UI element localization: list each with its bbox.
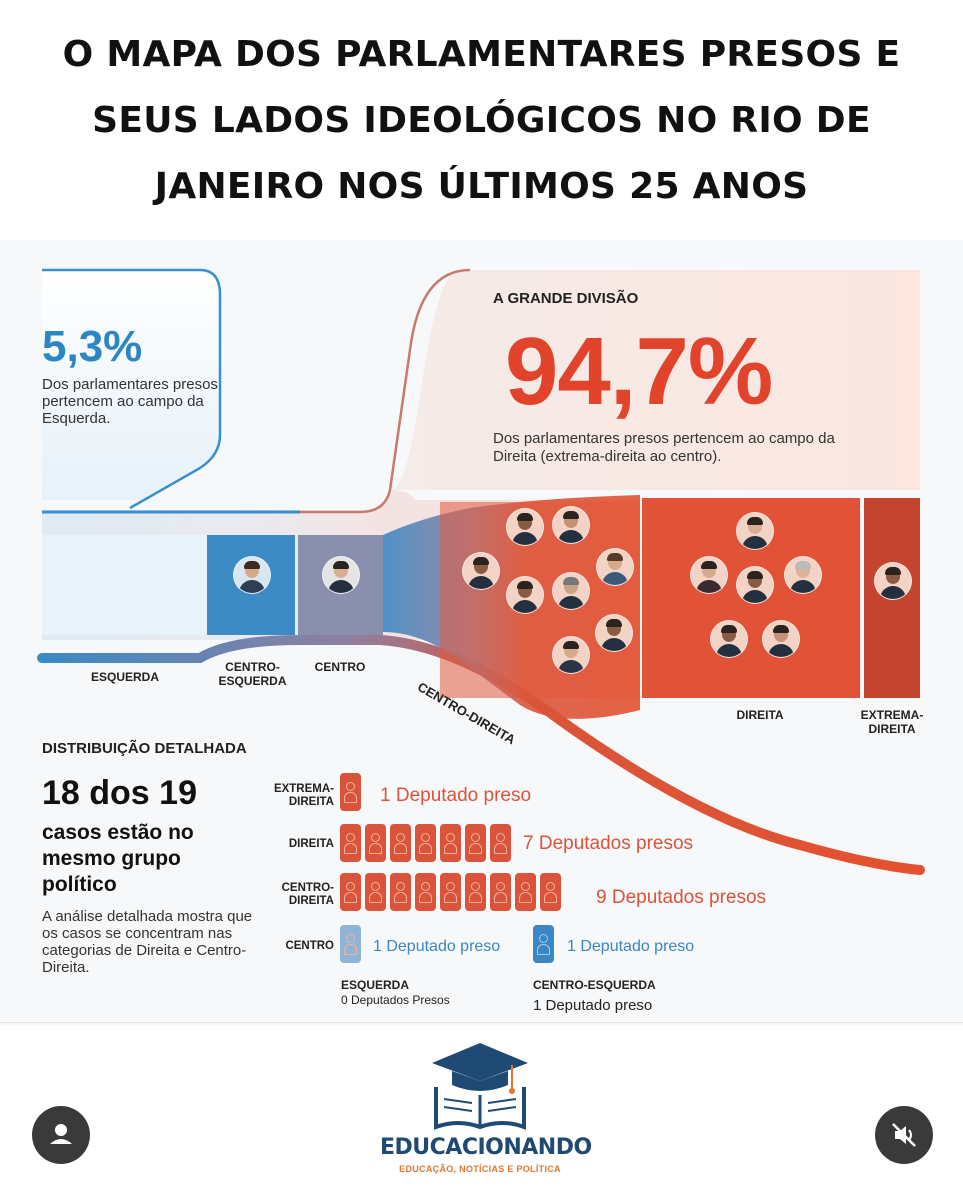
- title-line-1: O MAPA DOS PARLAMENTARES PRESOS E: [62, 34, 901, 75]
- avatar-centro-direita-6: [552, 572, 590, 610]
- avatar-centro-direita-4: [596, 548, 634, 586]
- distribution-description: A análise detalhada mostra que os casos …: [42, 908, 253, 976]
- label-extrema-direita: EXTREMA- DIREITA: [852, 708, 932, 736]
- label-extrema-direita-1: EXTREMA-: [860, 708, 924, 722]
- avatar-direita-2: [690, 556, 728, 594]
- speaker-muted-icon: [892, 1123, 916, 1147]
- right-panel-bg: [390, 270, 920, 490]
- row-icons-direita: [340, 824, 540, 864]
- label-centro-esquerda: CENTRO- ESQUERDA: [210, 660, 295, 688]
- mute-button[interactable]: [875, 1106, 933, 1164]
- deputy-icon: [415, 873, 436, 911]
- deputy-icon: [440, 873, 461, 911]
- brand-logo: EDUCACIONANDO EDUCAÇÃO, NOTÍCIAS E POLÍT…: [380, 1035, 592, 1185]
- row-label-1b: DIREITA: [288, 796, 334, 808]
- centro-esquerda-sub-label: CENTRO-ESQUERDA: [533, 978, 656, 992]
- deputy-icon: [465, 873, 486, 911]
- esquerda-box: [42, 535, 207, 635]
- row-label-direita: DIREITA: [288, 838, 334, 850]
- distribution-subheadline: casos estão no mesmo grupo político: [42, 821, 194, 896]
- centro-esquerda-sub-count: 1 Deputado preso: [533, 997, 653, 1014]
- left-callout-line: [42, 268, 222, 510]
- deputy-icon: [465, 824, 486, 862]
- avatar-direita-6: [762, 620, 800, 658]
- right-description: Dos parlamentares presos pertencem ao ca…: [493, 430, 835, 465]
- esquerda-sub-count: 0 Deputados Presos: [341, 993, 450, 1007]
- title-line-3: JANEIRO NOS ÚLTIMOS 25 ANOS: [154, 166, 809, 207]
- deputy-icon: [490, 824, 511, 862]
- profile-button[interactable]: [32, 1106, 90, 1164]
- row-count-centro-esquerda-inline: 1 Deputado preso: [567, 938, 695, 955]
- deputy-icon: [440, 824, 461, 862]
- deputy-icon: [340, 873, 361, 911]
- left-description: Dos parlamentares presos pertencem ao ca…: [42, 376, 218, 427]
- avatar-centro-direita-8: [552, 636, 590, 674]
- label-direita: DIREITA: [736, 708, 784, 722]
- graduation-book-icon: [432, 1043, 528, 1130]
- row-count-centro: 1 Deputado preso: [373, 938, 501, 955]
- distribution-headline: 18 dos 19: [42, 774, 197, 812]
- row-count-centro-direita: 9 Deputados presos: [596, 887, 767, 908]
- row-label-3a: CENTRO-: [281, 882, 334, 894]
- avatar-centro: [322, 556, 360, 594]
- brand-name: EDUCACIONANDO: [380, 1135, 592, 1160]
- right-percent: 94,7%: [505, 318, 773, 425]
- avatar-centro-direita-2: [552, 506, 590, 544]
- row-count-direita: 7 Deputados presos: [523, 833, 694, 854]
- deputy-icon: [415, 824, 436, 862]
- label-esquerda: ESQUERDA: [90, 670, 159, 684]
- row-label-3b: DIREITA: [288, 895, 334, 907]
- avatar-centro-direita-3: [462, 552, 500, 590]
- avatar-direita-4: [784, 556, 822, 594]
- avatar-centro-esquerda: [233, 556, 271, 594]
- title-line-2: SEUS LADOS IDEOLÓGICOS NO RIO DE: [92, 100, 871, 141]
- deputy-icon: [515, 873, 536, 911]
- avatar-centro-direita-7: [595, 614, 633, 652]
- row-label-centro: CENTRO: [285, 940, 334, 952]
- row-count-extrema-direita: 1 Deputado preso: [380, 785, 532, 806]
- flow-bottom-line: [37, 635, 925, 875]
- distribution-title: DISTRIBUIÇÃO DETALHADA: [42, 740, 247, 757]
- person-icon: [50, 1124, 72, 1144]
- row-icon-centro: [340, 925, 361, 963]
- deputy-icon: [340, 773, 361, 811]
- page-title: O MAPA DOS PARLAMENTARES PRESOS E SEUS L…: [0, 22, 963, 220]
- flow-top-line: [42, 268, 471, 514]
- esquerda-sub-label: ESQUERDA: [341, 978, 410, 992]
- label-centro-esquerda-2: ESQUERDA: [218, 674, 287, 688]
- avatar-direita-5: [710, 620, 748, 658]
- row-icons-centro-direita: [340, 873, 600, 913]
- deputy-icon: [365, 824, 386, 862]
- infographic: 5,3% Dos parlamentares presos pertencem …: [0, 240, 963, 1025]
- row-icons-extrema-direita: [340, 773, 540, 813]
- left-panel-bg: [42, 270, 220, 500]
- deputy-icon: [340, 824, 361, 862]
- label-centro: CENTRO: [314, 660, 366, 674]
- brand-tagline: EDUCAÇÃO, NOTÍCIAS E POLÍTICA: [399, 1164, 561, 1174]
- deputy-icon: [490, 873, 511, 911]
- deputy-icon: [540, 873, 561, 911]
- right-panel-label: A GRANDE DIVISÃO: [493, 290, 639, 307]
- deputy-icon: [365, 873, 386, 911]
- row-label-extrema-direita: EXTREMA- DIREITA: [270, 783, 334, 809]
- row-label-1a: EXTREMA-: [273, 783, 334, 795]
- avatar-centro-direita-5: [506, 576, 544, 614]
- avatar-direita-3: [736, 566, 774, 604]
- avatar-centro-direita-1: [506, 508, 544, 546]
- deputy-icon: [390, 873, 411, 911]
- row-label-centro-direita: CENTRO- DIREITA: [270, 882, 334, 908]
- deputy-icon: [390, 824, 411, 862]
- avatar-direita-1: [736, 512, 774, 550]
- left-percent: 5,3%: [42, 322, 143, 371]
- footer-divider: [0, 1022, 963, 1023]
- avatar-extrema-direita: [874, 562, 912, 600]
- row-icon-centro-esquerda: [533, 925, 554, 963]
- label-extrema-direita-2: DIREITA: [868, 722, 916, 736]
- label-centro-esquerda-1: CENTRO-: [225, 660, 280, 674]
